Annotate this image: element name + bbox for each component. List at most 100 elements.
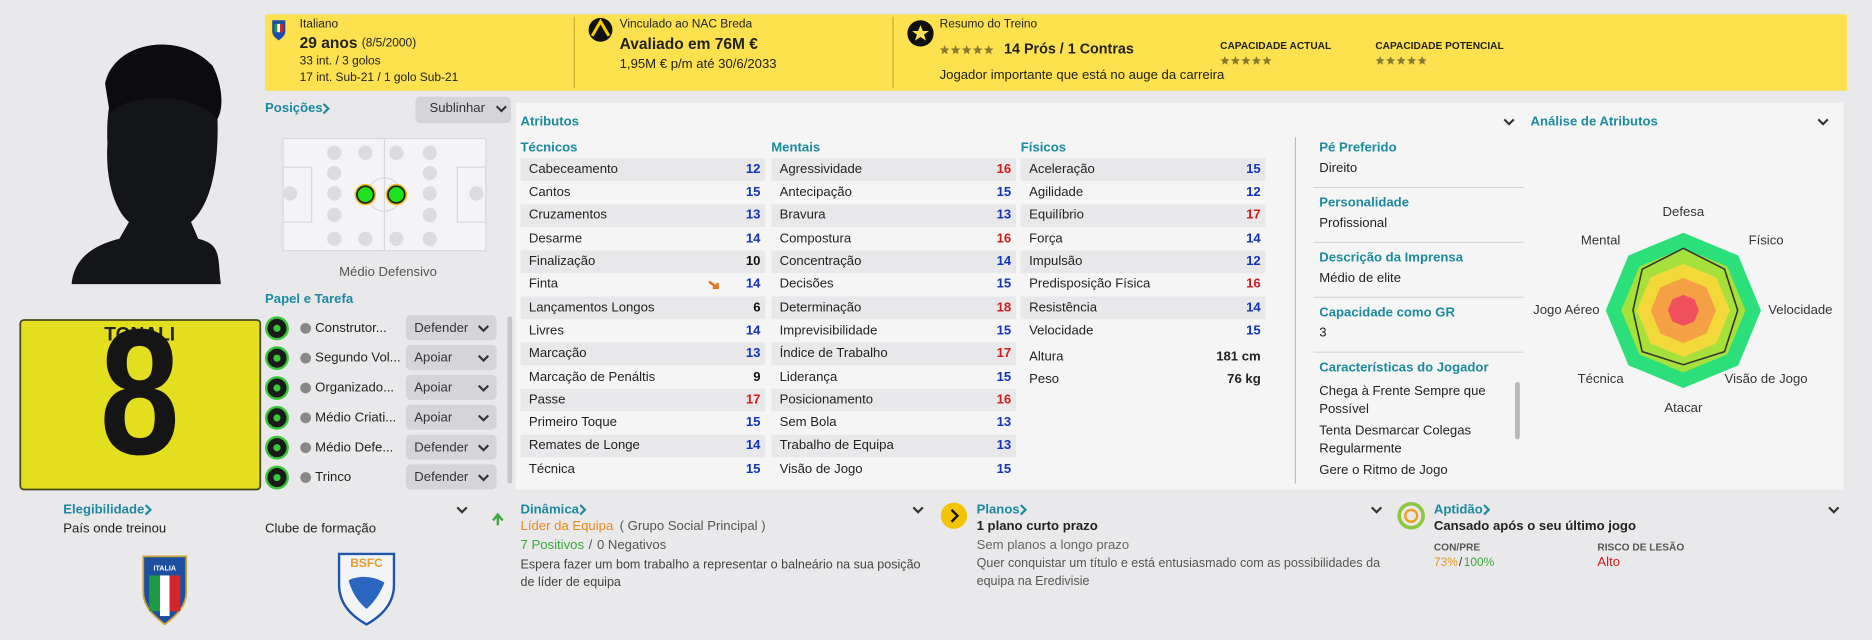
header-bar — [265, 14, 1847, 91]
scrollbar — [1515, 382, 1520, 440]
row-shade — [520, 388, 766, 412]
chevron[interactable] — [477, 444, 490, 452]
fitness-icon — [1397, 502, 1425, 530]
attribute-name: Impulsão — [1029, 254, 1083, 269]
position-dot — [422, 231, 437, 246]
duty-button[interactable] — [405, 404, 497, 430]
attribute-value: 16 — [996, 231, 1012, 246]
section-title[interactable]: Dinâmica — [520, 502, 579, 517]
text: (8/5/2000) — [361, 36, 417, 50]
info-icon[interactable] — [300, 322, 312, 334]
radar-label: Mental — [1580, 233, 1621, 249]
attribute-value: 14 — [1246, 300, 1261, 315]
chevron[interactable] — [477, 414, 490, 422]
chevron[interactable] — [477, 384, 490, 392]
section-title[interactable]: Aptidão — [1433, 502, 1483, 517]
text: Segundo Vol... — [315, 350, 401, 366]
button-label[interactable]: Sublinhar — [429, 101, 485, 116]
info-label: Descrição da Imprensa — [1319, 250, 1464, 265]
text: Quer conquistar um título e está entusia… — [976, 556, 1381, 589]
chevron[interactable] — [1371, 506, 1383, 514]
row-shade — [771, 434, 1016, 458]
section-title[interactable]: Planos — [976, 502, 1020, 517]
attribute-value: 13 — [745, 346, 761, 361]
duty-button[interactable] — [405, 434, 497, 460]
badge-text: ITALIA — [153, 566, 177, 574]
chevron[interactable] — [1483, 504, 1491, 516]
row-shade — [1020, 296, 1266, 320]
section-title[interactable]: Posições — [265, 101, 323, 116]
chevron[interactable] — [1020, 504, 1028, 516]
row-shade — [1020, 158, 1266, 181]
trend-arrow — [492, 512, 504, 526]
attribute-name: Velocidade — [1029, 323, 1094, 338]
attribute-value: 14 — [745, 323, 761, 338]
group-title: Mentais — [771, 140, 821, 156]
chevron[interactable] — [456, 506, 468, 514]
scrollbar — [507, 316, 513, 484]
chevron[interactable] — [322, 103, 330, 115]
duty-label[interactable]: Defender — [414, 440, 469, 455]
attribute-value: 18 — [996, 300, 1012, 315]
attribute-value: 6 — [753, 300, 761, 315]
attribute-value: 15 — [1246, 323, 1261, 338]
row-shade — [520, 342, 766, 366]
info-icon[interactable] — [300, 352, 312, 364]
chevron[interactable] — [477, 355, 490, 363]
chevron[interactable] — [477, 325, 490, 333]
duty-button[interactable] — [405, 374, 497, 400]
duty-label[interactable]: Defender — [414, 320, 469, 336]
row-shade — [771, 158, 1016, 181]
attribute-name: Força — [1029, 231, 1063, 246]
info-icon[interactable] — [300, 442, 312, 454]
duty-label[interactable]: Apoiar — [414, 410, 453, 425]
text: 7 Positivos — [520, 538, 585, 553]
duty-label[interactable]: Apoiar — [414, 380, 453, 395]
attribute-name: Primeiro Toque — [528, 415, 617, 430]
chevron[interactable] — [579, 504, 587, 516]
duty-button[interactable] — [405, 464, 497, 490]
chevron[interactable] — [144, 504, 152, 516]
chevron[interactable] — [1503, 118, 1515, 126]
section-title[interactable]: Elegibilidade — [63, 502, 145, 517]
duty-button[interactable] — [405, 345, 497, 371]
attribute-value: 17 — [745, 392, 761, 407]
duty-label[interactable]: Defender — [414, 470, 469, 485]
info-label: Capacidade como GR — [1319, 305, 1455, 320]
star-icon — [912, 25, 929, 41]
chevron[interactable] — [1828, 506, 1840, 514]
text: ( Grupo Social Principal ) — [619, 519, 766, 534]
duty-button[interactable] — [405, 315, 497, 341]
chevron[interactable] — [477, 474, 490, 482]
chevron[interactable] — [912, 506, 924, 514]
text: CAPACIDADE ACTUAL — [1220, 39, 1332, 52]
text: Médio Defensivo — [339, 264, 437, 280]
chevron[interactable] — [1817, 118, 1829, 126]
radar-shape — [1632, 247, 1739, 366]
attribute-value: 14 — [1246, 231, 1261, 246]
text: Avaliado em 76M € — [619, 34, 758, 52]
plans-icon — [940, 502, 968, 529]
text: 100% — [1463, 555, 1495, 569]
highlight-button[interactable] — [415, 96, 511, 123]
text: 1 plano curto prazo — [976, 519, 1098, 534]
text: País onde treinou — [63, 521, 167, 536]
star — [939, 45, 950, 55]
duty-label[interactable]: Apoiar — [414, 350, 453, 366]
position-dot — [327, 186, 342, 201]
role-icon-core — [273, 324, 281, 332]
info-icon[interactable] — [300, 412, 312, 424]
text: 14 Prós / 1 Contras — [1004, 40, 1134, 58]
text: Jogador importante que está no auge da c… — [939, 67, 1225, 83]
info-value: Direito — [1319, 160, 1358, 176]
position-dot — [422, 186, 437, 201]
info-icon[interactable] — [300, 472, 312, 483]
role-icon-core — [273, 384, 281, 392]
info-icon[interactable] — [300, 382, 312, 394]
chevron[interactable] — [495, 105, 507, 113]
position-dot — [422, 145, 437, 160]
row-shade — [771, 342, 1016, 366]
